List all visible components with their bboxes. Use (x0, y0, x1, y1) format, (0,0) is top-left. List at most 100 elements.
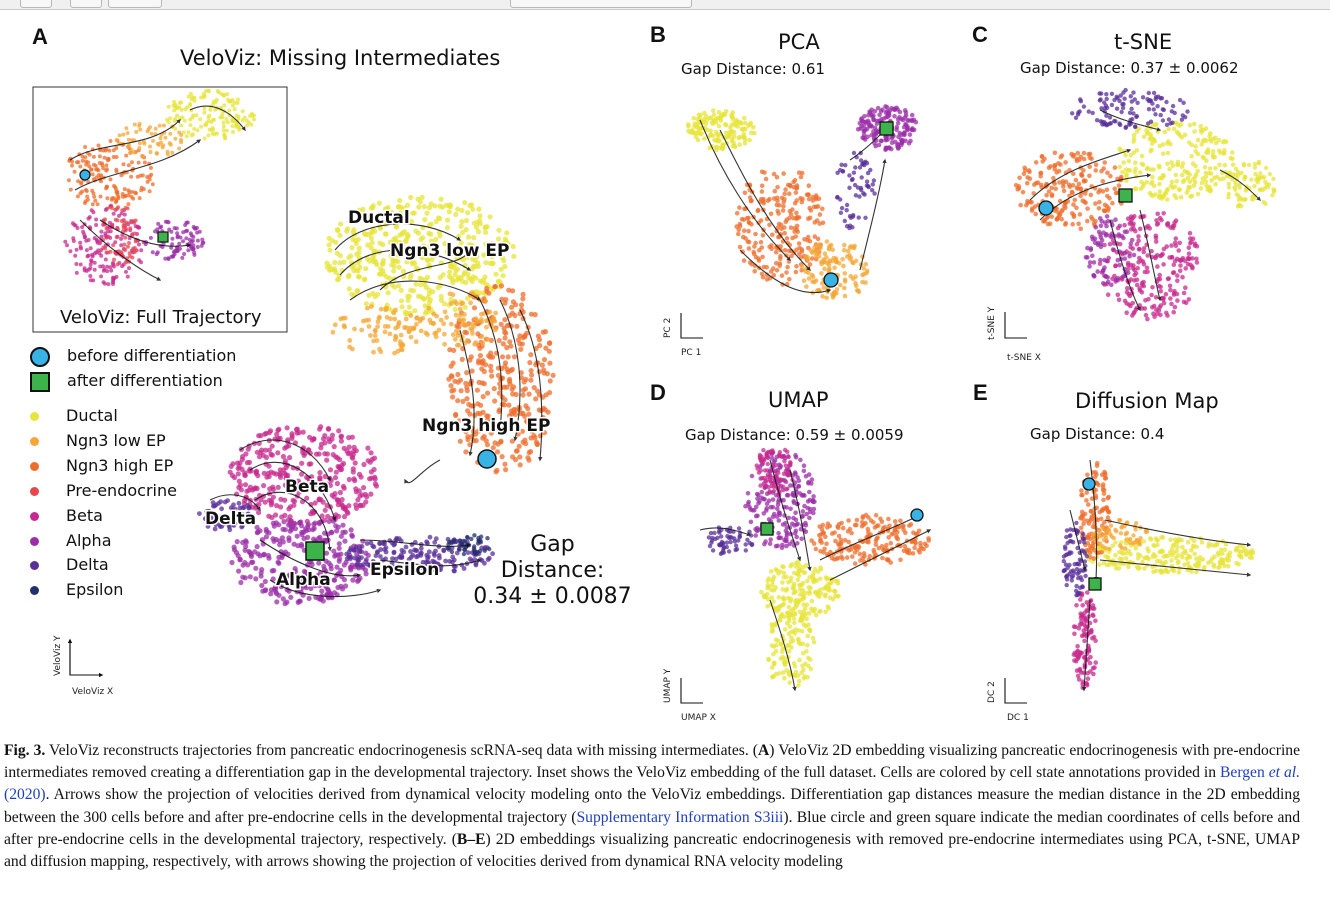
cell-point (158, 225, 163, 230)
toolbar-button[interactable] (510, 0, 692, 8)
cell-point (363, 571, 369, 577)
cell-point (363, 550, 369, 556)
cell-point (528, 311, 535, 317)
cell-point (287, 455, 293, 461)
cell-point (1168, 287, 1173, 293)
cell-point (913, 532, 919, 537)
cell-point (1017, 175, 1022, 181)
cell-point (773, 249, 779, 255)
cell-point (199, 243, 204, 248)
cell-point (529, 419, 535, 425)
cell-point (894, 127, 899, 132)
cell-point (219, 506, 225, 512)
cell-point (405, 233, 411, 239)
cell-point (163, 135, 168, 140)
cell-point (817, 533, 822, 538)
toolbar-button[interactable] (20, 0, 52, 8)
cell-point (484, 324, 489, 330)
cell-point (90, 172, 95, 177)
cell-point (1166, 276, 1172, 281)
cell-point (1095, 269, 1100, 274)
cell-point (1129, 99, 1135, 104)
cell-point (161, 123, 166, 128)
cell-point (173, 136, 178, 141)
cell-point (281, 519, 287, 525)
cell-point (814, 248, 820, 254)
cell-point (855, 547, 860, 552)
cell-point (323, 550, 330, 556)
cell-point (1133, 166, 1138, 172)
cell-point (68, 187, 73, 192)
cell-point (294, 481, 300, 487)
cell-point (762, 456, 767, 462)
cell-point (462, 200, 468, 206)
cell-point (247, 574, 253, 580)
cell-point (1025, 180, 1030, 186)
cell-point (85, 197, 90, 202)
cell-point (1141, 246, 1147, 251)
cell-point (488, 368, 494, 374)
cell-point (229, 559, 235, 566)
cell-point (840, 525, 846, 531)
cell-point (428, 238, 434, 244)
cell-point (227, 516, 233, 522)
cell-point (765, 468, 770, 473)
cell-point (786, 259, 792, 264)
cell-point (500, 341, 506, 347)
cell-point (82, 232, 87, 237)
cell-point (1203, 174, 1209, 180)
cell-point (168, 131, 173, 136)
cell-point (849, 177, 855, 183)
toolbar-button[interactable] (70, 0, 102, 8)
cell-point (846, 539, 851, 545)
cell-point (188, 117, 193, 122)
cell-point (328, 266, 334, 273)
cell-point (1115, 292, 1121, 298)
cell-point (1151, 183, 1157, 189)
cell-point (453, 211, 459, 217)
cell-point (471, 305, 478, 311)
cell-point (801, 594, 806, 599)
cell-point (813, 278, 819, 283)
cell-point (863, 261, 869, 267)
cell-point (179, 100, 183, 105)
cell-point (539, 362, 546, 368)
cell-point (506, 402, 512, 408)
cell-point (810, 274, 816, 280)
cell-point (350, 577, 356, 583)
cell-point (702, 136, 707, 141)
cell-point (819, 540, 824, 545)
cell-point (263, 526, 269, 533)
cell-point (274, 431, 280, 437)
cell-point (467, 203, 473, 209)
cell-point (235, 101, 240, 105)
cell-point (1198, 186, 1204, 191)
cell-point (324, 502, 330, 509)
cell-point (793, 190, 799, 195)
cell-point (1128, 214, 1134, 219)
cell-point (1136, 238, 1141, 243)
cell-point (156, 221, 161, 226)
cell-point (544, 371, 551, 377)
cell-point (501, 258, 507, 264)
cell-point (472, 257, 478, 263)
cell-point (493, 271, 499, 277)
cell-point (1108, 173, 1113, 179)
cell-point (365, 305, 370, 311)
cell-point (1226, 195, 1231, 200)
cell-point (321, 563, 327, 570)
cell-point (256, 433, 262, 439)
cell-point (532, 312, 538, 318)
cell-point (129, 174, 134, 179)
cell-point (1128, 153, 1134, 158)
cell-point (404, 259, 410, 265)
cell-point (244, 488, 250, 494)
cell-point (1123, 152, 1128, 158)
cell-point (1252, 165, 1258, 170)
cell-point (859, 175, 864, 180)
cell-point (231, 130, 235, 134)
cell-point (1126, 302, 1132, 307)
cell-point (754, 491, 760, 497)
cell-point (1230, 150, 1235, 155)
toolbar-button[interactable] (108, 0, 162, 8)
